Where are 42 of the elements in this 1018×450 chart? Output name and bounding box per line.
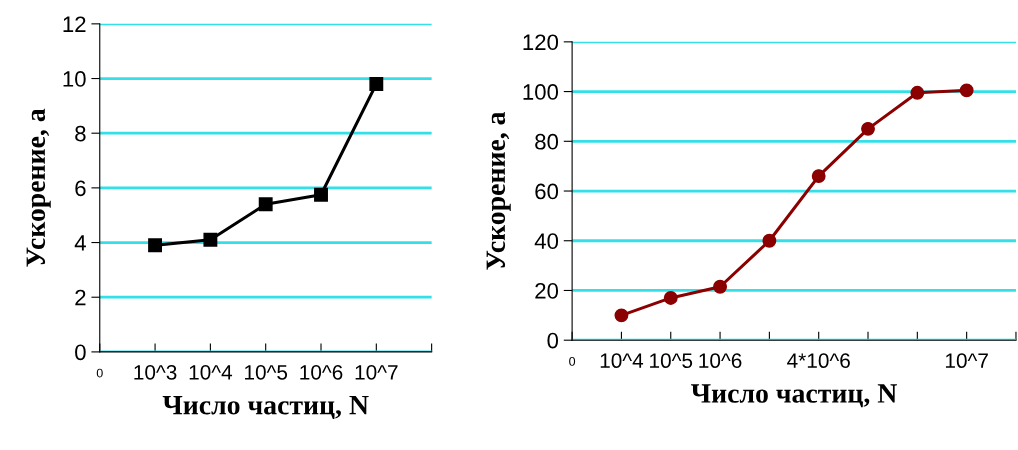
x-axis-title: Число частиц, N: [162, 396, 369, 420]
point: [910, 85, 925, 100]
x-axis-title: Число частиц, N: [691, 384, 897, 408]
x-tick-label: 4*10^6: [787, 353, 850, 369]
point: [203, 232, 218, 247]
y-tick-label: 2: [75, 289, 86, 306]
y-tick-label: 20: [535, 283, 559, 299]
y-tick-label: 120: [523, 34, 559, 51]
point: [148, 238, 163, 253]
x-tick-label: 10^5: [245, 364, 288, 380]
point: [811, 169, 826, 184]
y-tick-label: 40: [534, 233, 559, 250]
y-tick-label: 4: [74, 235, 86, 251]
point: [369, 77, 384, 91]
x-tick-label: 10^6: [300, 364, 343, 380]
y-tick-label: 10: [63, 71, 86, 87]
y-tick-label: 6: [75, 180, 86, 197]
x-tick-label: 10^7: [355, 364, 398, 380]
y-tick-label: 60: [535, 183, 559, 200]
point: [258, 197, 273, 212]
point: [314, 187, 328, 202]
x-tick-label: 0: [569, 356, 576, 366]
y-axis-title: Ускорение, а: [486, 111, 511, 270]
x-tick-label: 10^7: [945, 353, 988, 369]
point: [762, 233, 777, 248]
y-axis-title: Ускорение, а: [26, 108, 51, 267]
x-tick-label: 10^3: [134, 364, 177, 380]
point: [614, 308, 629, 323]
x-tick-label: 10^4: [600, 353, 644, 369]
y-tick-label: 8: [75, 125, 86, 142]
point: [861, 121, 875, 136]
x-tick-label: 0: [96, 368, 103, 378]
point: [663, 290, 678, 305]
y-tick-label: 80: [535, 133, 559, 150]
y-tick-label: 100: [523, 84, 559, 100]
y-tick-label: 0: [547, 332, 559, 349]
x-tick-label: 10^4: [189, 364, 233, 380]
point: [713, 279, 728, 294]
x-tick-label: 10^5: [650, 353, 693, 369]
y-tick-label: 12: [63, 16, 86, 32]
point: [959, 83, 974, 98]
x-tick-label: 10^6: [699, 353, 742, 369]
